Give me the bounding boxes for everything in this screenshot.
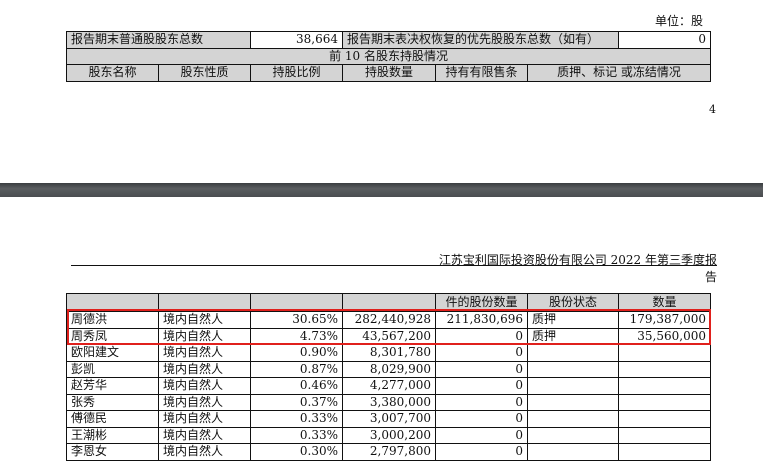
shares-held: 3,007,700 (342, 410, 436, 428)
shareholder-name: 张秀 (66, 393, 159, 411)
shares-held: 3,380,000 (342, 393, 436, 411)
table-header-row: 股东名称 股东性质 持股比例 持股数量 持有有限售条 质押、标记 或冻结情况 (66, 64, 712, 82)
table-row: 傅德民 境内自然人 0.33% 3,007,700 0 (66, 410, 711, 428)
common-shareholders-value: 38,664 (250, 31, 344, 49)
pledge-quantity (618, 426, 711, 444)
restricted-shares: 0 (435, 344, 528, 362)
column-header (66, 293, 159, 312)
restricted-shares: 0 (435, 393, 528, 411)
restricted-shares: 0 (435, 410, 528, 428)
holding-ratio: 0.46% (250, 377, 343, 395)
holding-ratio: 0.37% (250, 393, 343, 411)
shareholder-type: 境内自然人 (158, 410, 251, 428)
column-header: 股份状态 (527, 293, 619, 312)
section-title: 前 10 名股东持股情况 (65, 47, 712, 65)
shareholder-type: 境内自然人 (158, 344, 251, 362)
table-row: 王潮彬 境内自然人 0.33% 3,000,200 0 (66, 426, 711, 444)
unit-label: 单位：股 (655, 14, 704, 28)
holding-ratio: 4.73% (250, 327, 343, 345)
holding-ratio: 0.33% (250, 426, 343, 444)
shares-held: 4,277,000 (342, 377, 436, 395)
pledge-status (527, 377, 619, 395)
column-header: 持股数量 (342, 64, 437, 82)
table-row: 赵芳华 境内自然人 0.46% 4,277,000 0 (66, 377, 711, 395)
shares-held: 8,029,900 (342, 360, 436, 378)
shareholder-name: 赵芳华 (66, 377, 159, 395)
pledge-status (527, 360, 619, 378)
holding-ratio: 0.87% (250, 360, 343, 378)
report-header: 江苏宝利国际投资股份有限公司 2022 年第三季度报告 (438, 253, 717, 284)
shareholder-type: 境内自然人 (158, 311, 251, 329)
restricted-shares: 0 (435, 360, 528, 378)
shareholder-type: 境内自然人 (158, 426, 251, 444)
shareholder-name: 李恩女 (66, 443, 159, 461)
shareholder-type: 境内自然人 (158, 360, 251, 378)
table-row: 前 10 名股东持股情况 (65, 47, 712, 65)
pledge-quantity: 179,387,000 (618, 311, 711, 329)
shares-held: 43,567,200 (342, 327, 436, 345)
shareholder-name: 王潮彬 (66, 426, 159, 444)
table-row: 周秀凤 境内自然人 4.73% 43,567,200 0 质押 35,560,000 (66, 327, 711, 345)
preferred-shareholders-value: 0 (618, 31, 712, 49)
table-row: 张秀 境内自然人 0.37% 3,380,000 0 (66, 393, 711, 411)
restricted-shares: 211,830,696 (435, 311, 528, 329)
shareholder-type: 境内自然人 (158, 443, 251, 461)
table-row: 报告期末普通股股东总数 38,664 报告期末表决权恢复的优先股股东总数（如有）… (65, 31, 712, 49)
header-rule (71, 265, 717, 266)
shareholder-name: 彭凯 (66, 360, 159, 378)
shares-held: 282,440,928 (342, 311, 436, 329)
pledge-status (527, 410, 619, 428)
pledge-status (527, 393, 619, 411)
shareholder-type: 境内自然人 (158, 327, 251, 345)
holding-ratio: 0.33% (250, 410, 343, 428)
column-header: 持有有限售条 (435, 64, 529, 82)
column-header (158, 293, 251, 312)
pledge-quantity (618, 360, 711, 378)
pledge-quantity (618, 393, 711, 411)
pledge-quantity (618, 377, 711, 395)
page-number: 4 (709, 103, 716, 116)
column-header: 持股比例 (250, 64, 344, 82)
restricted-shares: 0 (435, 377, 528, 395)
shareholder-name: 欧阳建文 (66, 344, 159, 362)
highlight-box (67, 309, 711, 345)
shares-held: 8,301,780 (342, 344, 436, 362)
column-header: 股东性质 (157, 64, 252, 82)
table-row: 欧阳建文 境内自然人 0.90% 8,301,780 0 (66, 344, 711, 362)
shareholder-type: 境内自然人 (158, 393, 251, 411)
shareholder-name: 傅德民 (66, 410, 159, 428)
table-row: 彭凯 境内自然人 0.87% 8,029,900 0 (66, 360, 711, 378)
table-header-row: 件的股份数量 股份状态 数量 (66, 293, 711, 312)
pledge-status (527, 344, 619, 362)
column-header (342, 293, 436, 312)
shareholder-type: 境内自然人 (158, 377, 251, 395)
page-separator (0, 183, 763, 197)
common-shareholders-label: 报告期末普通股股东总数 (65, 31, 252, 49)
table-row: 周德洪 境内自然人 30.65% 282,440,928 211,830,696 质押 17… (66, 311, 711, 329)
column-header: 数量 (618, 293, 711, 312)
pledge-quantity (618, 410, 711, 428)
column-header: 质押、标记 或冻结情况 (527, 64, 712, 82)
column-header: 件的股份数量 (435, 293, 528, 312)
column-header (250, 293, 343, 312)
restricted-shares: 0 (435, 426, 528, 444)
pledge-quantity (618, 344, 711, 362)
holding-ratio: 0.90% (250, 344, 343, 362)
shares-held: 3,000,200 (342, 426, 436, 444)
shares-held: 2,797,800 (342, 443, 436, 461)
pledge-status (527, 426, 619, 444)
shareholder-summary-table: 报告期末普通股股东总数 38,664 报告期末表决权恢复的优先股股东总数（如有）… (65, 31, 712, 82)
preferred-shareholders-label: 报告期末表决权恢复的优先股股东总数（如有） (342, 31, 620, 49)
column-header: 股东名称 (66, 64, 159, 82)
